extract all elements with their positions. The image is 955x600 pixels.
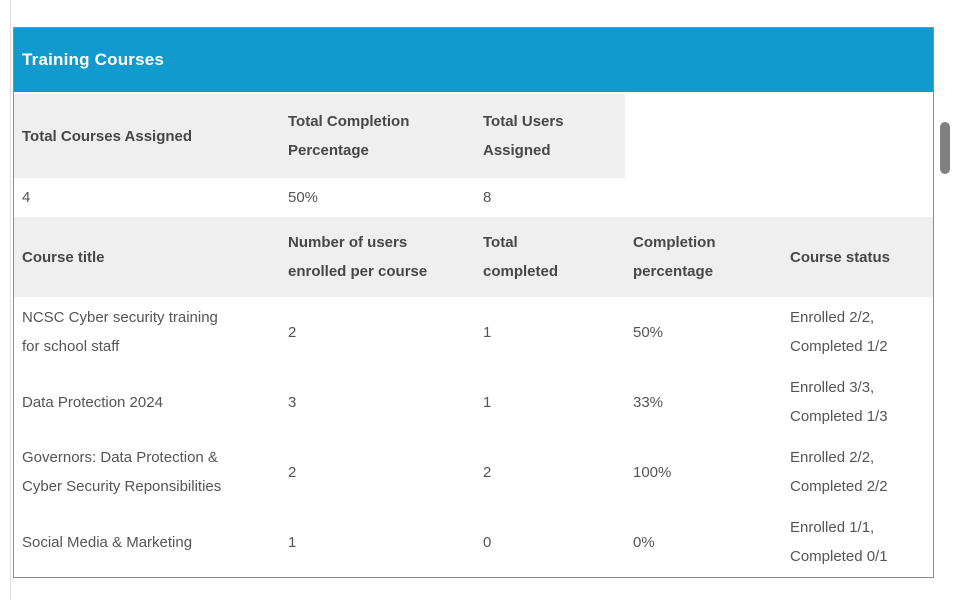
scrollbar-track[interactable] <box>936 0 955 600</box>
summary-value-spacer <box>625 178 933 217</box>
course-completion-percentage: 0% <box>633 533 655 551</box>
training-courses-panel: Training Courses Total Courses Assigned … <box>13 27 934 578</box>
course-row: Governors: Data Protection & Cyber Secur… <box>14 437 933 507</box>
summary-header-total-completion-percentage: Total Completion Percentage <box>280 94 475 178</box>
courses-header-total-completed-label: Total completed <box>483 234 559 280</box>
course-title: Data Protection 2024 <box>22 393 163 411</box>
panel-title: Training Courses <box>22 50 165 69</box>
course-total-completed: 2 <box>483 463 492 481</box>
course-title: NCSC Cyber security training for school … <box>22 309 218 355</box>
courses-header-completion-percentage: Completion percentage <box>625 217 782 297</box>
course-total-completed: 1 <box>483 323 492 341</box>
summary-header-spacer <box>625 94 933 178</box>
course-total-completed: 1 <box>483 393 492 411</box>
course-status: Enrolled 3/3, Completed 1/3 <box>790 379 888 425</box>
course-completion-percentage: 100% <box>633 463 672 481</box>
courses-header-users-enrolled: Number of users enrolled per course <box>280 217 475 297</box>
page-left-border <box>10 0 11 600</box>
course-users-enrolled: 1 <box>288 533 297 551</box>
panel-header: Training Courses <box>14 28 933 94</box>
courses-header-row: Course title Number of users enrolled pe… <box>14 217 933 297</box>
summary-header-total-courses-assigned: Total Courses Assigned <box>14 94 280 178</box>
course-users-enrolled: 2 <box>288 463 297 481</box>
course-total-completed: 0 <box>483 533 492 551</box>
course-row: Social Media & Marketing 1 0 0% Enrolled… <box>14 507 933 577</box>
summary-values-row: 4 50% 8 <box>14 178 933 217</box>
courses-table: Course title Number of users enrolled pe… <box>14 217 933 577</box>
course-row: NCSC Cyber security training for school … <box>14 297 933 367</box>
scrollbar-thumb[interactable] <box>940 122 950 174</box>
course-completion-percentage: 33% <box>633 393 664 411</box>
summary-value-total-courses-assigned: 4 <box>22 189 31 206</box>
course-status: Enrolled 1/1, Completed 0/1 <box>790 519 888 565</box>
course-users-enrolled: 3 <box>288 393 297 411</box>
summary-header-total-users-assigned: Total Users Assigned <box>475 94 625 178</box>
course-users-enrolled: 2 <box>288 323 297 341</box>
courses-header-total-completed: Total completed <box>475 217 625 297</box>
courses-header-course-title: Course title <box>14 217 280 297</box>
course-status: Enrolled 2/2, Completed 2/2 <box>790 449 888 495</box>
summary-value-total-users-assigned: 8 <box>483 189 492 206</box>
course-title: Social Media & Marketing <box>22 533 193 551</box>
summary-table: Total Courses Assigned Total Completion … <box>14 94 933 217</box>
course-completion-percentage: 50% <box>633 323 664 341</box>
course-title: Governors: Data Protection & Cyber Secur… <box>22 449 222 495</box>
course-status: Enrolled 2/2, Completed 1/2 <box>790 309 888 355</box>
summary-value-total-completion-percentage: 50% <box>288 189 319 206</box>
course-row: Data Protection 2024 3 1 33% Enrolled 3/… <box>14 367 933 437</box>
courses-header-course-status: Course status <box>782 217 933 297</box>
summary-header-row: Total Courses Assigned Total Completion … <box>14 94 933 178</box>
